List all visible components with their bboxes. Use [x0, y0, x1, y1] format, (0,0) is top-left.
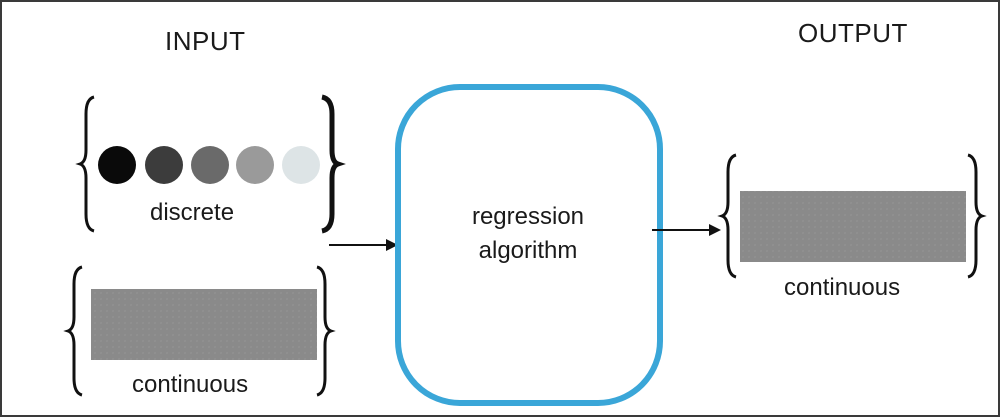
continuous-input-bar-texture: [91, 289, 317, 360]
continuous-input-right-bracket: [316, 265, 336, 397]
input-heading: INPUT: [165, 26, 246, 56]
discrete-right-bracket: [321, 94, 346, 234]
discrete-circle: [98, 146, 136, 184]
algorithm-label: regression algorithm: [428, 200, 628, 268]
continuous-output-label: continuous: [784, 274, 901, 301]
discrete-circle: [282, 146, 320, 184]
discrete-circle: [145, 146, 183, 184]
continuous-input-label: continuous: [132, 371, 249, 398]
output-right-bracket: [967, 153, 987, 279]
output-heading: OUTPUT: [798, 18, 908, 48]
discrete-label: discrete: [150, 199, 235, 226]
algorithm-label-line1: regression: [471, 203, 585, 230]
continuous-input-left-bracket: [63, 265, 83, 397]
discrete-circle: [236, 146, 274, 184]
discrete-circles: [98, 146, 320, 184]
discrete-circle: [191, 146, 229, 184]
continuous-output-bar-texture: [740, 191, 966, 262]
algorithm-label-line2: algorithm: [478, 237, 578, 264]
discrete-left-bracket: [75, 95, 95, 233]
algorithm-box: [395, 84, 663, 406]
output-left-bracket: [717, 153, 737, 279]
